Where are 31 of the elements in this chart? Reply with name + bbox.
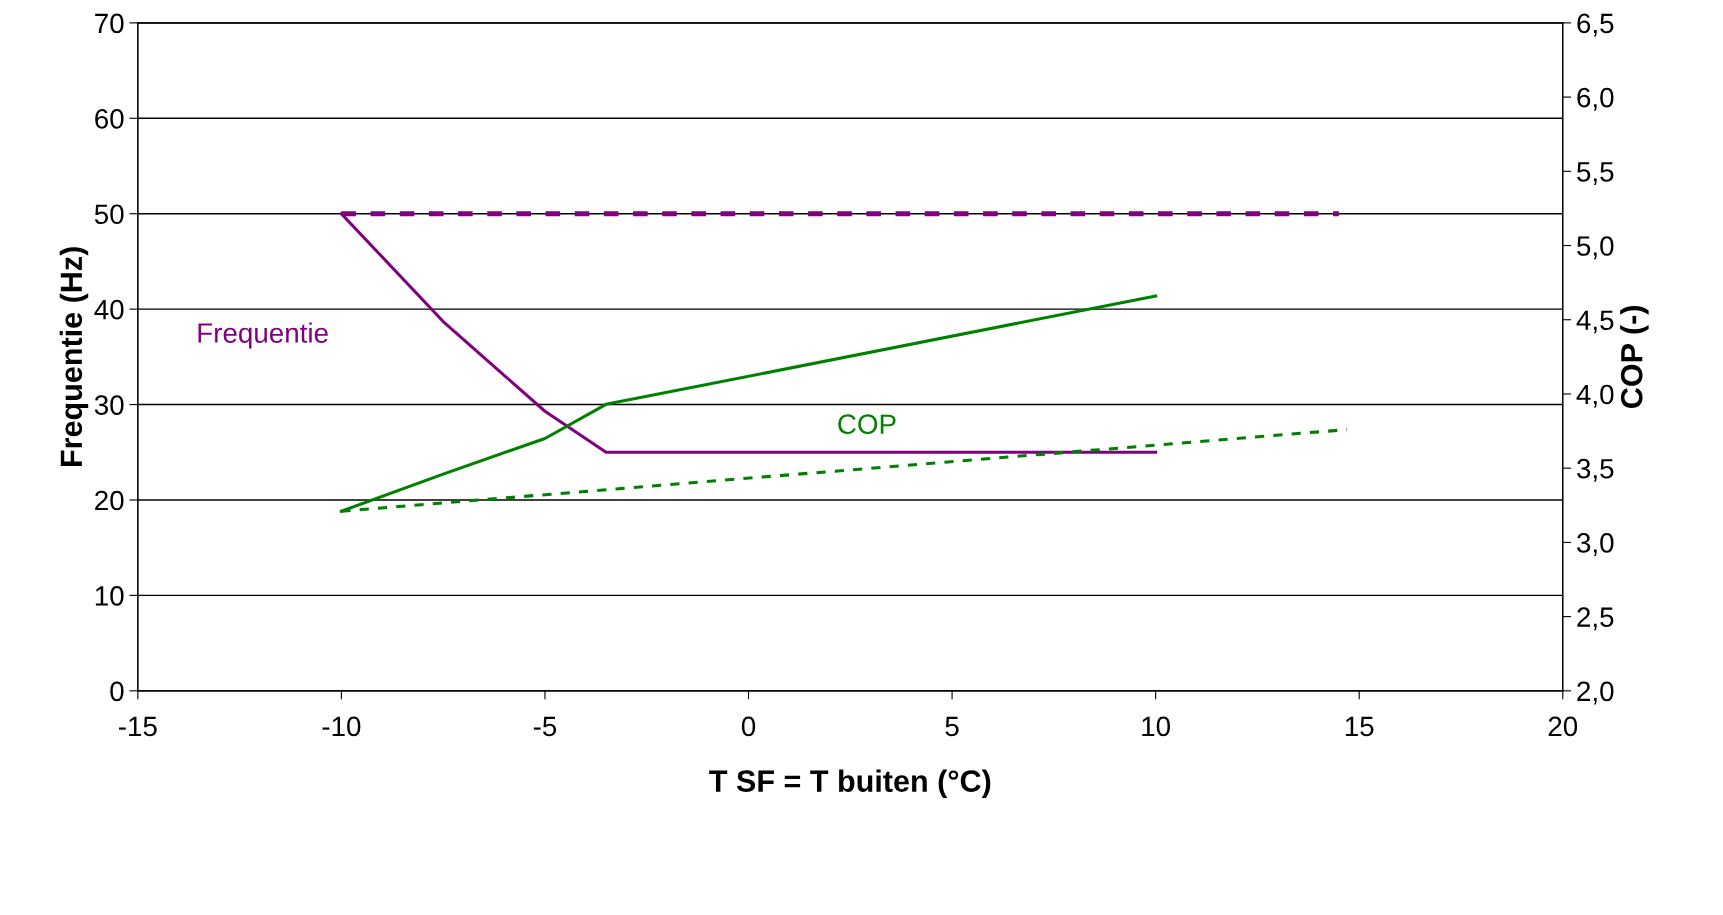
y-tick-label: 30 bbox=[94, 395, 124, 415]
x-axis-title: T SF = T buiten (°C) bbox=[709, 769, 991, 798]
y-tick-label: 20 bbox=[95, 490, 124, 511]
y-tick-label: 50 bbox=[94, 204, 124, 225]
x-tick-label: 20 bbox=[1548, 716, 1578, 737]
text: Frequentie bbox=[198, 322, 328, 349]
x-tick-label: 5 bbox=[945, 716, 959, 737]
y-tick-label: 40 bbox=[94, 299, 124, 320]
y-tick-label: 0 bbox=[110, 681, 124, 702]
y2-tick-label: 4,0 bbox=[1576, 384, 1614, 408]
x-tick-label: -5 bbox=[533, 716, 557, 737]
y2-tick-label: 6,5 bbox=[1577, 13, 1614, 37]
y2-tick-label: 4,5 bbox=[1576, 310, 1614, 334]
y-tick-label: 70 bbox=[95, 13, 124, 34]
series-label: COP bbox=[838, 414, 896, 435]
x-tick-label: 10 bbox=[1142, 716, 1170, 737]
y2-tick-label: 5,5 bbox=[1577, 162, 1614, 185]
y2-tick-label: 3,5 bbox=[1577, 458, 1614, 482]
y2-tick-label: 3,0 bbox=[1577, 533, 1614, 557]
y-tick-label: 10 bbox=[95, 586, 124, 606]
x-tick-label: -15 bbox=[119, 716, 157, 737]
y-tick-label: 60 bbox=[95, 108, 124, 129]
y2-tick-label: 6,0 bbox=[1577, 87, 1614, 111]
y2-tick-label: 5,0 bbox=[1577, 236, 1614, 260]
x-tick-label: 0 bbox=[741, 716, 756, 737]
y-axis-title: Frequentie (Hz) bbox=[59, 247, 89, 466]
y2-tick-label: 2,5 bbox=[1577, 607, 1614, 631]
x-tick-label: -10 bbox=[322, 716, 361, 737]
y2-tick-label: 2,0 bbox=[1577, 681, 1614, 705]
x-tick-label: 15 bbox=[1345, 716, 1374, 737]
y2-axis-title: COP (-) bbox=[1620, 306, 1649, 408]
